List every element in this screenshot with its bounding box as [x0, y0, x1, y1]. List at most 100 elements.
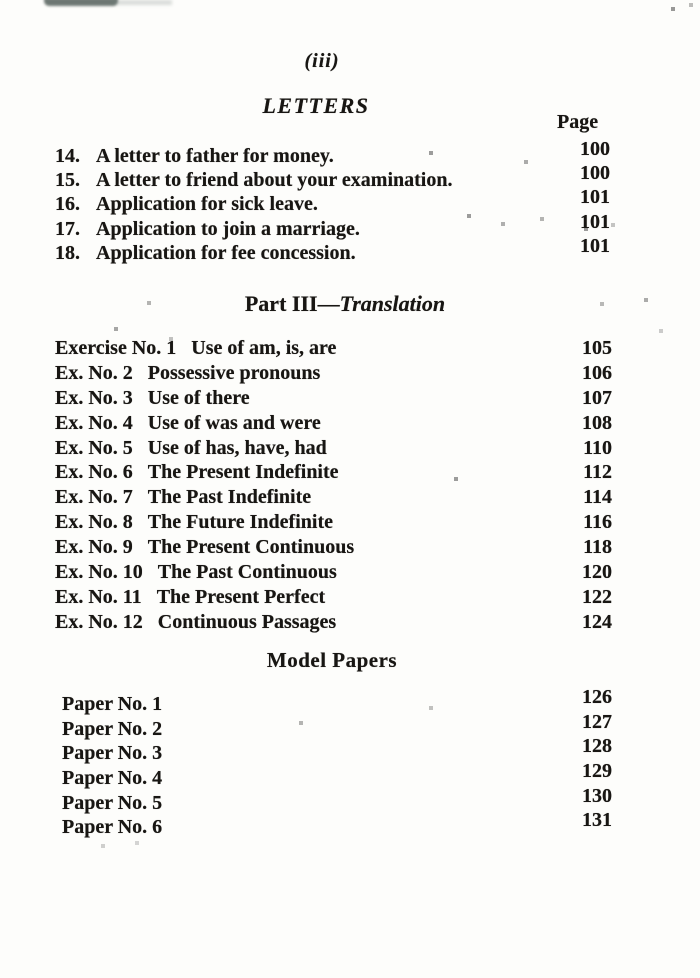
exercise-label: Exercise No. 1 [55, 337, 177, 359]
item-number: 14. [55, 145, 80, 167]
toc-row: 18. Application for fee concession. 101 [55, 235, 610, 266]
item-page: 124 [582, 610, 612, 633]
toc-row: Ex. No. 8 The Future Indefinite 116 [55, 511, 612, 536]
exercise-title: Use of am, is, are [191, 337, 337, 359]
exercise-title: The Future Indefinite [147, 511, 333, 534]
exercise-label: Ex. No. 4 [55, 411, 133, 434]
item-number: 17. [55, 217, 80, 240]
page-column-label: Page [557, 111, 599, 133]
exercise-label: Ex. No. 5 [55, 436, 133, 459]
toc-row: Ex. No. 5 Use of has, have, had 110 [55, 437, 612, 462]
toc-row: Paper No. 2 127 [62, 711, 612, 743]
exercise-label: Ex. No. 2 [55, 361, 133, 384]
item-page: 105 [582, 337, 612, 359]
model-papers-list: Paper No. 1 126 Paper No. 2 127 Paper No… [62, 686, 612, 841]
toc-row: 16. Application for sick leave. 101 [55, 186, 610, 217]
toc-row: 15. A letter to friend about your examin… [55, 162, 610, 193]
item-page: 106 [582, 361, 612, 384]
item-page: 100 [580, 138, 610, 160]
toc-row: Paper No. 5 130 [62, 785, 612, 817]
item-page: 100 [580, 162, 610, 185]
toc-row: Ex. No. 9 The Present Continuous 118 [55, 536, 612, 561]
item-page: 114 [583, 486, 612, 509]
exercise-label: Ex. No. 12 [55, 610, 143, 633]
exercise-title: Use of there [147, 386, 250, 409]
item-page: 126 [582, 686, 612, 708]
toc-row: 17. Application to join a marriage. 101 [55, 211, 610, 242]
item-page: 131 [582, 809, 612, 832]
toc-row: Ex. No. 12 Continuous Passages 124 [55, 611, 612, 636]
item-title: Application for sick leave. [96, 193, 318, 216]
scan-smudge [44, 0, 118, 6]
exercise-title: The Present Indefinite [147, 461, 339, 484]
item-page: 127 [582, 710, 612, 733]
item-page: 112 [583, 461, 612, 484]
exercise-title: Use of was and were [147, 411, 321, 434]
item-page: 118 [583, 536, 612, 559]
item-page: 101 [580, 234, 610, 257]
toc-row: Ex. No. 3 Use of there 107 [55, 387, 612, 412]
toc-row: Exercise No. 1 Use of am, is, are 105 [55, 337, 612, 362]
exercise-title: The Past Indefinite [147, 486, 312, 509]
scan-smudge-faint [112, 0, 172, 5]
toc-row: Ex. No. 7 The Past Indefinite 114 [55, 486, 612, 511]
paper-label: Paper No. 3 [62, 742, 163, 765]
scan-noise-specks [0, 0, 2, 2]
section-heading-letters: LETTERS [262, 93, 370, 118]
item-page: 120 [582, 561, 612, 584]
item-page: 116 [583, 511, 612, 534]
item-number: 15. [55, 169, 80, 192]
item-number: 16. [55, 193, 80, 216]
paper-label: Paper No. 2 [62, 717, 163, 740]
part3-heading-italic: Translation [339, 291, 446, 316]
exercise-label: Ex. No. 9 [55, 536, 133, 559]
exercise-label: Ex. No. 7 [55, 486, 133, 509]
item-page: 101 [580, 186, 610, 209]
exercise-title: The Present Continuous [147, 536, 355, 559]
item-page: 101 [580, 210, 610, 233]
exercise-label: Ex. No. 8 [55, 511, 133, 534]
toc-row: Paper No. 6 131 [62, 809, 612, 841]
item-number: 18. [55, 241, 80, 264]
item-page: 122 [582, 585, 612, 608]
letters-toc-list: 14. A letter to father for money. 100 15… [55, 138, 610, 266]
toc-row: Ex. No. 6 The Present Indefinite 112 [55, 461, 612, 486]
translation-exercises-list: Exercise No. 1 Use of am, is, are 105 Ex… [55, 337, 612, 636]
exercise-label: Ex. No. 3 [55, 386, 133, 409]
item-title: Application for fee concession. [96, 241, 356, 264]
exercise-label: Ex. No. 10 [55, 561, 143, 584]
paper-label: Paper No. 4 [62, 767, 163, 790]
toc-row: Paper No. 3 128 [62, 735, 612, 767]
exercise-title: Use of has, have, had [147, 436, 327, 459]
toc-row: Paper No. 1 126 [62, 686, 612, 718]
folio-page-number: (iii) [304, 50, 340, 72]
item-page: 130 [582, 784, 612, 807]
section-heading-part3: Part III—Translation [0, 291, 695, 317]
section-heading-model-papers: Model Papers [266, 648, 398, 672]
paper-label: Paper No. 6 [62, 816, 163, 839]
paper-label: Paper No. 1 [62, 693, 163, 715]
part3-heading-roman: Part III— [244, 291, 340, 316]
item-page: 129 [582, 760, 612, 783]
exercise-title: Continuous Passages [157, 610, 337, 633]
item-page: 110 [583, 436, 612, 459]
exercise-title: The Present Perfect [156, 585, 326, 608]
item-page: 128 [582, 735, 612, 758]
toc-row: Ex. No. 11 The Present Perfect 122 [55, 586, 612, 611]
paper-label: Paper No. 5 [62, 791, 163, 814]
item-title: A letter to father for money. [96, 145, 334, 167]
toc-row: Ex. No. 10 The Past Continuous 120 [55, 561, 612, 586]
item-page: 108 [582, 411, 612, 434]
exercise-title: The Past Continuous [157, 561, 337, 584]
item-title: Application to join a marriage. [96, 217, 360, 240]
exercise-label: Ex. No. 11 [55, 585, 142, 608]
item-page: 107 [582, 386, 612, 409]
toc-row: Ex. No. 2 Possessive pronouns 106 [55, 362, 612, 387]
exercise-title: Possessive pronouns [147, 361, 321, 384]
item-title: A letter to friend about your examinatio… [96, 169, 453, 192]
exercise-label: Ex. No. 6 [55, 461, 133, 484]
toc-row: 14. A letter to father for money. 100 [55, 138, 610, 169]
toc-row: Paper No. 4 129 [62, 760, 612, 792]
toc-row: Ex. No. 4 Use of was and were 108 [55, 412, 612, 437]
